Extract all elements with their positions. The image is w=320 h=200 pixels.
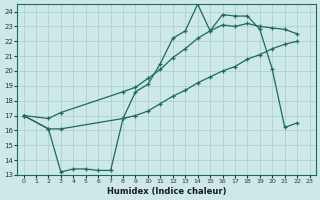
X-axis label: Humidex (Indice chaleur): Humidex (Indice chaleur)	[107, 187, 226, 196]
